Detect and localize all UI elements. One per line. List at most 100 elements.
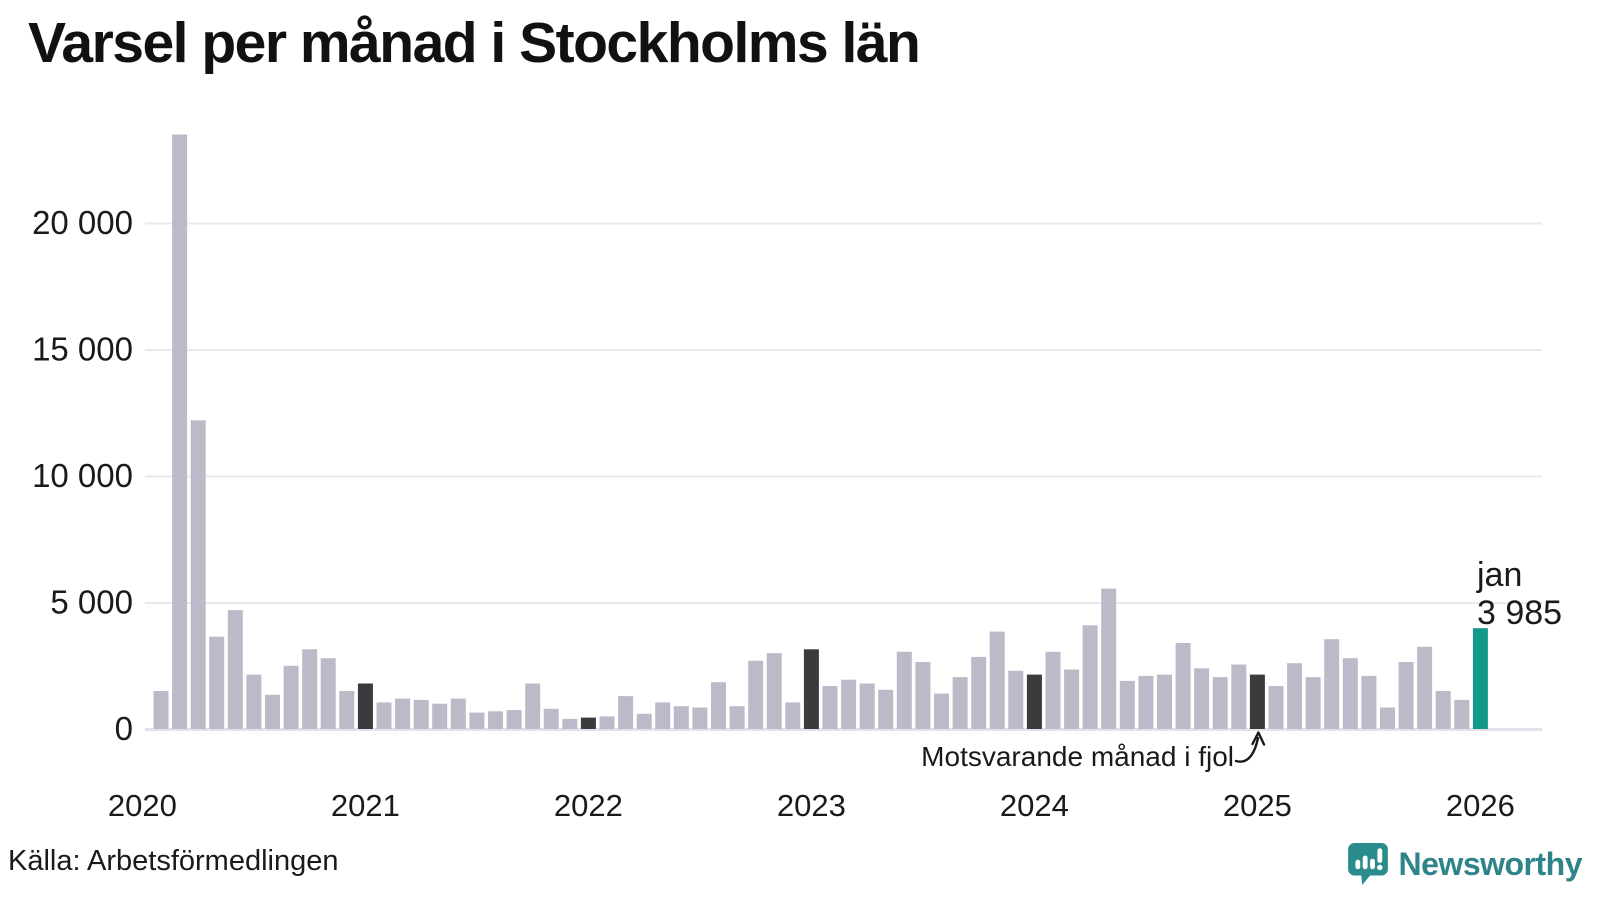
bar-2020-12 xyxy=(339,691,355,729)
bar-2022-09 xyxy=(729,706,745,729)
bar-2025-03 xyxy=(1287,663,1303,729)
bar-2023-03 xyxy=(841,679,857,729)
bar-2025-09 xyxy=(1398,662,1414,729)
x-tick-2020: 2020 xyxy=(108,788,177,823)
bar-2022-01 xyxy=(580,717,596,729)
bar-2025-08 xyxy=(1380,707,1395,729)
gridlines xyxy=(145,222,1542,731)
bar-2022-11 xyxy=(766,653,782,729)
bar-2024-07 xyxy=(1138,675,1154,729)
bar-2024-03 xyxy=(1064,669,1080,729)
bar-2024-10 xyxy=(1194,668,1210,729)
y-tick-20000: 20 000 xyxy=(32,204,133,241)
x-axis-labels: 2020 2021 2022 2023 2024 2025 2026 xyxy=(108,788,1515,823)
bar-2022-03 xyxy=(618,696,634,729)
x-tick-2024: 2024 xyxy=(1000,788,1069,823)
bar-2020-03 xyxy=(172,134,188,729)
current-month-label: jan xyxy=(1476,556,1522,594)
bar-2023-11 xyxy=(989,631,1005,729)
bar-2021-10 xyxy=(525,683,541,729)
current-value-label: 3 985 xyxy=(1477,594,1562,632)
bar-2021-06 xyxy=(450,698,466,729)
bar-2020-04 xyxy=(190,420,206,729)
bar-2025-11 xyxy=(1435,691,1451,729)
bar-2025-06 xyxy=(1342,658,1358,729)
bar-2022-10 xyxy=(748,660,764,729)
bar-2022-05 xyxy=(655,702,671,729)
x-tick-2022: 2022 xyxy=(554,788,623,823)
bar-2021-08 xyxy=(488,711,503,729)
bar-2023-01 xyxy=(803,649,819,729)
bars xyxy=(153,134,1488,730)
bar-2022-06 xyxy=(673,706,689,729)
bar-2023-04 xyxy=(859,683,875,729)
y-axis-labels: 0 5 000 10 000 15 000 20 000 xyxy=(32,204,133,747)
bar-2021-01 xyxy=(357,683,373,729)
bar-2025-02 xyxy=(1268,686,1284,729)
bar-2021-09 xyxy=(506,710,522,729)
bar-2024-08 xyxy=(1157,674,1172,729)
annotation-last-year: Motsvarande månad i fjol xyxy=(921,741,1234,772)
bar-2022-02 xyxy=(599,716,615,730)
newsworthy-bubble-icon xyxy=(1347,843,1388,885)
bar-2023-06 xyxy=(896,651,912,729)
bar-2023-09 xyxy=(952,677,968,729)
bar-2024-11 xyxy=(1212,677,1228,729)
bar-2025-07 xyxy=(1361,675,1377,729)
bar-2024-06 xyxy=(1119,680,1135,729)
bar-2022-08 xyxy=(711,682,726,729)
bar-2024-12 xyxy=(1231,664,1247,729)
bar-2023-07 xyxy=(915,662,931,729)
newsworthy-wordmark: Newsworthy xyxy=(1398,846,1583,882)
bar-2023-10 xyxy=(971,656,987,729)
bar-2023-02 xyxy=(822,686,838,729)
newsworthy-logo[interactable]: Newsworthy xyxy=(1347,842,1583,887)
bar-2022-12 xyxy=(785,702,801,729)
bar-2022-04 xyxy=(636,713,652,729)
bar-2020-11 xyxy=(320,658,336,729)
bar-2025-01 xyxy=(1249,674,1265,729)
bar-2021-07 xyxy=(469,712,485,729)
bar-2024-05 xyxy=(1101,588,1117,729)
bar-2020-07 xyxy=(246,674,262,729)
bar-2020-06 xyxy=(227,610,243,729)
bar-2024-02 xyxy=(1045,651,1061,729)
bar-2021-04 xyxy=(413,699,429,729)
x-tick-2026: 2026 xyxy=(1446,788,1515,823)
page-title: Varsel per månad i Stockholms län xyxy=(28,11,921,75)
bar-2020-10 xyxy=(302,649,318,729)
y-tick-0: 0 xyxy=(115,710,133,747)
source-note: Källa: Arbetsförmedlingen xyxy=(8,845,339,877)
y-tick-5000: 5 000 xyxy=(50,584,133,621)
bar-2025-12 xyxy=(1454,699,1470,729)
bar-2023-05 xyxy=(878,689,894,729)
bar-2025-05 xyxy=(1324,639,1340,729)
x-tick-2023: 2023 xyxy=(777,788,846,823)
bar-2021-03 xyxy=(395,698,411,729)
bar-2022-07 xyxy=(692,707,708,729)
bar-2020-05 xyxy=(209,636,225,729)
bar-2024-04 xyxy=(1082,625,1098,729)
bar-2025-04 xyxy=(1305,677,1321,729)
bar-2020-09 xyxy=(283,665,299,730)
bar-2025-10 xyxy=(1417,646,1433,729)
bar-2023-12 xyxy=(1008,670,1024,729)
bar-2023-08 xyxy=(934,693,949,729)
y-tick-10000: 10 000 xyxy=(32,457,133,494)
bar-2021-12 xyxy=(562,718,578,729)
bar-2021-11 xyxy=(543,708,559,729)
x-tick-2021: 2021 xyxy=(331,788,400,823)
x-tick-2025: 2025 xyxy=(1223,788,1292,823)
bar-2024-09 xyxy=(1175,643,1191,729)
bar-2021-05 xyxy=(432,703,448,729)
bar-2020-02 xyxy=(153,691,169,729)
bar-2026-01 xyxy=(1472,628,1488,729)
annotation-arrow xyxy=(1234,736,1260,763)
bar-2020-08 xyxy=(265,694,280,729)
annotation-arrowhead xyxy=(1251,731,1266,746)
bar-2024-01 xyxy=(1026,674,1042,729)
y-tick-15000: 15 000 xyxy=(32,331,133,368)
bar-2021-02 xyxy=(376,702,392,729)
